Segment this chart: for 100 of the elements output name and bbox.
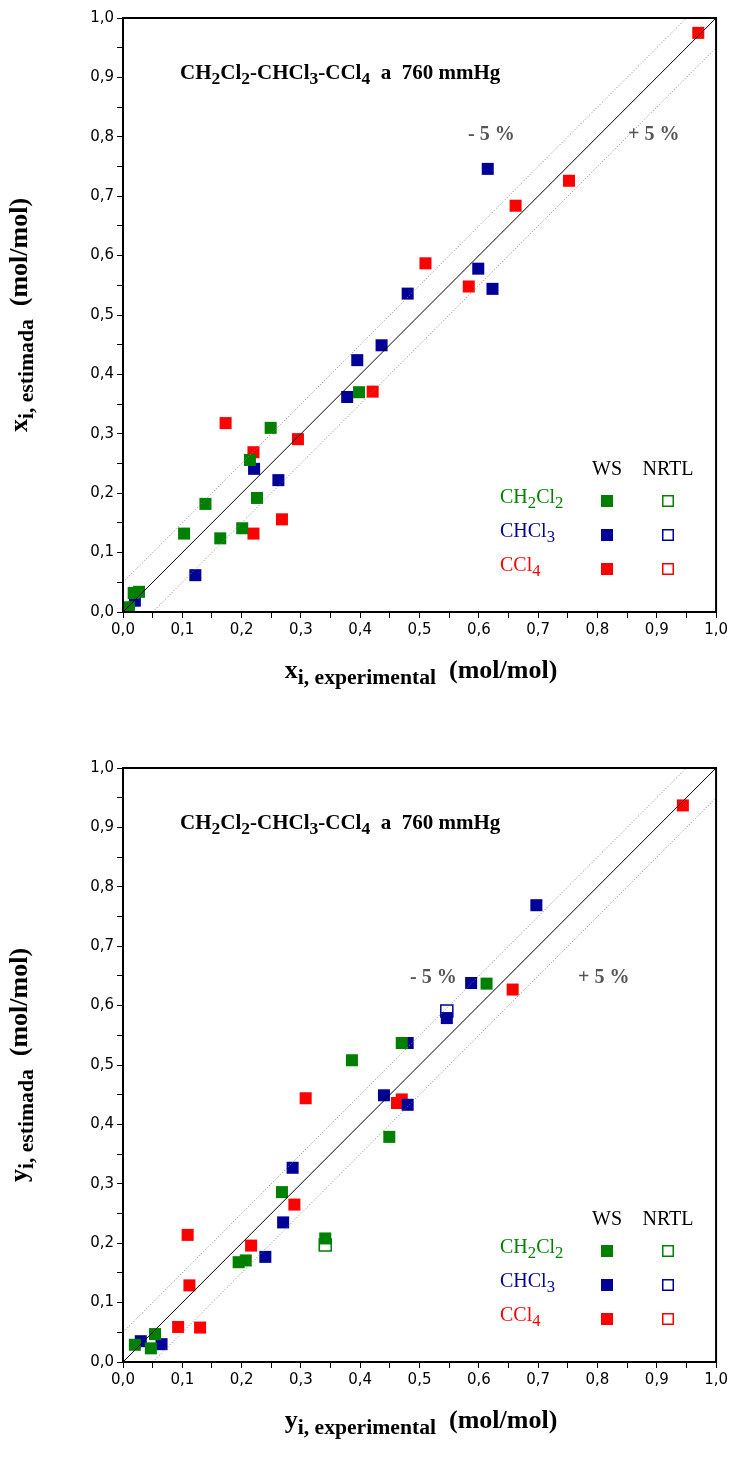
y-tick-label: 1,0 — [90, 757, 114, 776]
point — [275, 513, 288, 526]
point — [506, 983, 519, 996]
point — [341, 390, 354, 403]
point — [277, 1216, 290, 1229]
point — [401, 287, 414, 300]
text: CCl$_{4}$ — [500, 1302, 542, 1332]
text: CCl$_{4}$ — [500, 552, 542, 582]
x-tick-label: 0,4 — [348, 1369, 373, 1388]
x-tick-label: 0,5 — [407, 1369, 432, 1388]
x-tick-label: 0,3 — [288, 619, 313, 638]
point — [462, 280, 475, 293]
point — [245, 1239, 258, 1252]
x-tick-label: 0,6 — [466, 1369, 491, 1388]
point — [530, 899, 543, 912]
point — [239, 1254, 252, 1267]
annotation: - 5 % — [410, 965, 457, 988]
x-tick-label: 0,0 — [111, 1369, 135, 1388]
point — [299, 1092, 312, 1105]
y-tick-label: 0,9 — [90, 817, 114, 836]
point — [366, 385, 379, 398]
point — [472, 262, 485, 275]
point — [486, 282, 499, 295]
point — [149, 1328, 162, 1341]
chart-title: CH$_{2}$Cl$_{2}$-CHCl$_{3}$-CCl$_{4}$ a 760 mmHg — [180, 60, 501, 89]
y-tick-label: 0,3 — [90, 1173, 114, 1192]
point — [214, 532, 227, 545]
x-axis-title: x$_{i, experimental}$ (mol/mol) — [283, 655, 559, 691]
point — [377, 1089, 390, 1102]
y-tick-label: 0,2 — [90, 483, 114, 502]
y-tick-label: 0,9 — [90, 67, 114, 86]
point — [219, 417, 232, 430]
chart-title: CH$_{2}$Cl$_{2}$-CHCl$_{3}$-CCl$_{4}$ a 760 mmHg — [180, 810, 501, 839]
x-tick-label: 0,9 — [644, 619, 669, 638]
point — [562, 174, 575, 187]
point — [243, 453, 256, 466]
x-tick-label: 0,1 — [170, 619, 195, 638]
x-tick-label: 1,0 — [704, 1369, 728, 1388]
y-tick-label: 1,0 — [90, 7, 114, 26]
point — [236, 522, 249, 535]
point — [440, 1012, 453, 1025]
point — [172, 1320, 185, 1333]
point — [465, 977, 478, 990]
annotation: - 5 % — [468, 122, 515, 145]
x-tick-label: 0,7 — [526, 619, 551, 638]
point — [401, 1098, 414, 1111]
point — [375, 339, 388, 352]
legend-label: CH$_{2}$Cl$_{2}$ — [500, 1234, 565, 1264]
point — [288, 1198, 301, 1211]
point — [286, 1161, 299, 1174]
point — [319, 1232, 332, 1245]
y-tick-label: 0,5 — [90, 304, 114, 323]
point — [264, 421, 277, 434]
y-tick-label: 0,8 — [90, 876, 114, 895]
point — [144, 1342, 157, 1355]
y-tick-label: 0,4 — [90, 364, 114, 383]
point — [133, 585, 146, 598]
y-tick-label: 0,6 — [90, 245, 114, 264]
x-tick-label: 0,1 — [170, 1369, 195, 1388]
y-tick-label: 0,6 — [90, 995, 114, 1014]
y-tick-label: 0,8 — [90, 126, 114, 145]
y-tick-label: 0,3 — [90, 423, 114, 442]
annotation: + 5 % — [628, 122, 680, 145]
point — [353, 386, 366, 399]
point — [272, 474, 285, 487]
y-tick-label: 0,2 — [90, 1233, 114, 1252]
x-tick-label: 0,2 — [229, 619, 254, 638]
y-tick-label: 0,0 — [90, 601, 114, 620]
point — [383, 1130, 396, 1143]
point — [509, 199, 522, 212]
x-axis-title: y$_{i, experimental}$ (mol/mol) — [283, 1405, 559, 1441]
point — [259, 1250, 272, 1263]
point — [480, 977, 493, 990]
y-tick-label: 0,7 — [90, 936, 114, 955]
annotation: NRTL — [641, 1206, 695, 1231]
point — [481, 162, 494, 175]
point — [199, 497, 212, 510]
y-tick-label: 0,7 — [90, 186, 114, 205]
point — [275, 1186, 288, 1199]
point — [419, 257, 432, 270]
x-tick-label: 1,0 — [704, 619, 728, 638]
x-tick-label: 0,6 — [466, 619, 491, 638]
legend-label: CH$_{2}$Cl$_{2}$ — [500, 484, 565, 514]
x-tick-label: 0,3 — [288, 1369, 313, 1388]
x-tick-label: 0,5 — [407, 619, 432, 638]
x-tick-label: 0,8 — [585, 619, 610, 638]
point — [181, 1228, 194, 1241]
legend-label: CHCl$_{3}$ — [500, 1268, 556, 1298]
point — [395, 1037, 408, 1050]
y-tick-label: 0,1 — [90, 542, 114, 561]
point — [194, 1321, 207, 1334]
point — [128, 1338, 141, 1351]
point — [247, 527, 260, 540]
annotation: WS — [591, 1206, 623, 1231]
point — [251, 491, 264, 504]
x-tick-label: 0,9 — [644, 1369, 669, 1388]
point — [189, 569, 202, 582]
legend-label: CHCl$_{3}$ — [500, 518, 556, 548]
x-tick-label: 0,0 — [111, 619, 135, 638]
annotation: NRTL — [641, 456, 695, 481]
